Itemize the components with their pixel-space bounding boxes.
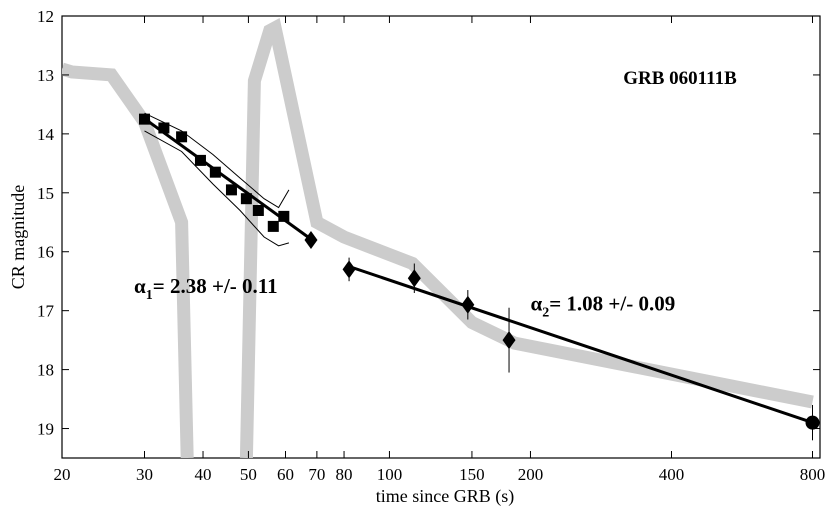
- square-marker-8: [267, 220, 279, 232]
- x-axis-label: time since GRB (s): [376, 486, 514, 507]
- annotation-alpha2: α2= 1.08 +/- 0.09: [530, 292, 675, 321]
- y-tick-label-19: 19: [37, 420, 54, 439]
- fit-line-4: [348, 265, 813, 425]
- y-tick-label-15: 15: [37, 184, 54, 203]
- alpha1-subscript: 1: [146, 288, 153, 303]
- x-tick-label-30: 30: [136, 465, 153, 484]
- x-tick-label-800: 800: [800, 465, 826, 484]
- square-marker-3: [194, 154, 206, 166]
- diamond-marker-2: [407, 269, 421, 288]
- x-tick-label-50: 50: [240, 465, 257, 484]
- alpha1-symbol: α: [134, 274, 146, 298]
- y-tick-label-16: 16: [37, 243, 54, 262]
- x-tick-label-400: 400: [659, 465, 685, 484]
- x-tick-label-80: 80: [336, 465, 353, 484]
- x-tick-label-150: 150: [459, 465, 485, 484]
- square-marker-7: [252, 204, 264, 216]
- chart-title: GRB 060111B: [623, 68, 737, 89]
- alpha2-symbol: α: [530, 292, 542, 316]
- circle-marker-0: [805, 415, 820, 430]
- annotation-alpha1: α1= 2.38 +/- 0.11: [134, 274, 278, 303]
- x-tick-label-20: 20: [54, 465, 71, 484]
- square-marker-6: [240, 193, 252, 205]
- envelope-upper-line: [144, 112, 290, 209]
- x-tick-label-200: 200: [518, 465, 544, 484]
- x-tick-label-60: 60: [277, 465, 294, 484]
- x-tick-label-70: 70: [308, 465, 325, 484]
- envelope-lower-line: [144, 130, 290, 247]
- square-marker-1: [158, 122, 170, 134]
- x-tick-label-40: 40: [195, 465, 212, 484]
- diamond-marker-0: [304, 230, 318, 249]
- alpha2-value: = 1.08 +/- 0.09: [549, 292, 675, 316]
- square-marker-2: [176, 131, 188, 143]
- data-markers: [138, 113, 820, 430]
- x-tick-label-100: 100: [377, 465, 403, 484]
- diamond-marker-3: [461, 295, 475, 314]
- diamond-marker-1: [342, 260, 356, 279]
- axis-ticks: 20 30 40 50 60 70 80 100 150 200 400 80012131415161…: [37, 7, 825, 484]
- gray-model-band-6: [62, 62, 194, 458]
- y-tick-label-14: 14: [37, 125, 55, 144]
- square-marker-5: [225, 184, 237, 196]
- square-marker-4: [209, 166, 221, 178]
- gray-model-band-7: [239, 17, 814, 458]
- square-marker-9: [278, 210, 290, 222]
- square-marker-0: [138, 113, 150, 125]
- y-axis-label: CR magnitude: [8, 185, 28, 290]
- fit-envelope: [144, 112, 290, 247]
- diamond-marker-4: [502, 331, 516, 350]
- alpha1-value: = 2.38 +/- 0.11: [153, 274, 278, 298]
- y-tick-label-13: 13: [37, 66, 54, 85]
- y-tick-label-18: 18: [37, 361, 54, 380]
- plot-area: [61, 15, 821, 459]
- y-tick-label-17: 17: [37, 302, 55, 321]
- y-tick-label-12: 12: [37, 7, 54, 26]
- gray-model-curves: [62, 17, 814, 458]
- alpha2-subscript: 2: [542, 306, 549, 321]
